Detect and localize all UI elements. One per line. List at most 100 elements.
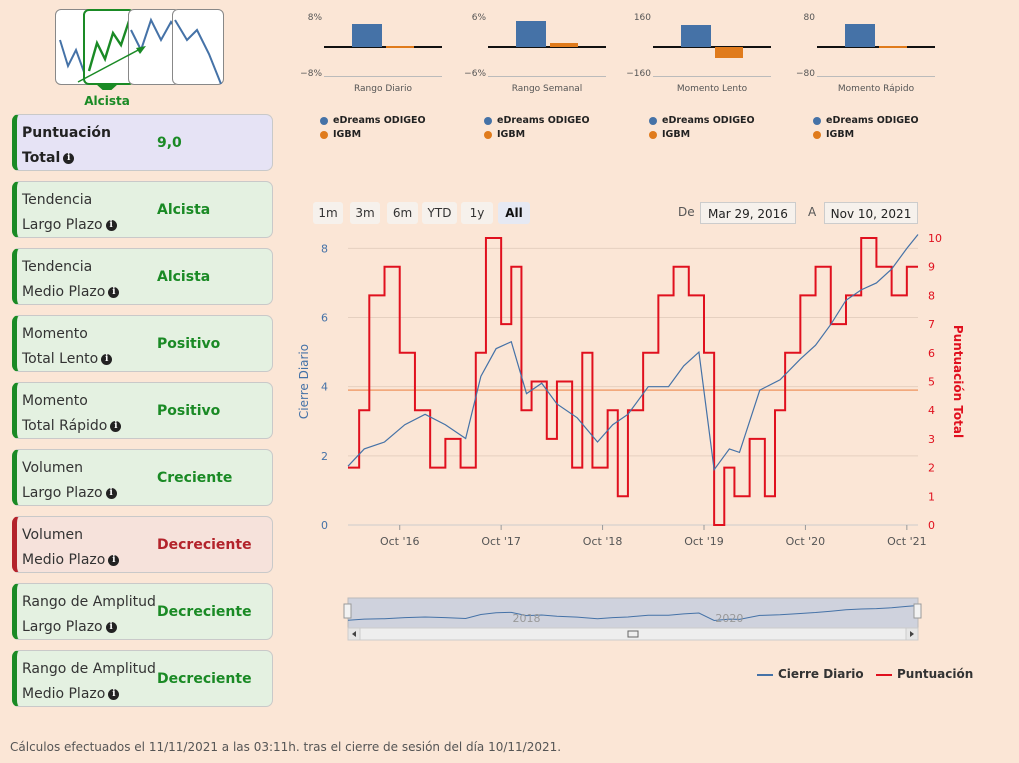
mini-legend-item-odigeo[interactable]: eDreams ODIGEO	[813, 114, 919, 128]
score-card-value: Decreciente	[157, 670, 252, 687]
series-line-score[interactable]	[348, 237, 918, 526]
mini-bar-igbm[interactable]	[550, 42, 578, 47]
navigator-handle-left[interactable]	[343, 603, 352, 619]
range-button-1m[interactable]: 1m	[313, 202, 343, 224]
mini-legend-item-igbm[interactable]: IGBM	[813, 128, 919, 142]
score-card-label: Tendencia Largo Plazo i	[22, 188, 117, 238]
mini-bar-igbm[interactable]	[386, 45, 414, 48]
mini-legend-b: IGBM	[497, 129, 526, 140]
mini-legend-a: eDreams ODIGEO	[333, 115, 426, 126]
legend-score-label: Puntuación	[897, 667, 974, 681]
score-card-label-line2: Total Rápido	[22, 418, 108, 434]
mini-bar-odigeo[interactable]	[845, 24, 875, 47]
navigator-handle-right[interactable]	[913, 603, 922, 619]
x-tick-label: Oct '20	[786, 535, 826, 548]
legend-dot-icon	[649, 130, 657, 139]
navigator-window[interactable]	[347, 597, 919, 629]
score-card-value: Alcista	[157, 201, 211, 218]
info-icon[interactable]: i	[108, 554, 120, 566]
mini-axis	[653, 76, 771, 77]
mini-axis	[488, 76, 606, 77]
x-tick-label: Oct '21	[887, 535, 927, 548]
info-icon[interactable]: i	[105, 487, 117, 499]
mini-legend-item-odigeo[interactable]: eDreams ODIGEO	[320, 114, 426, 128]
mini-legend: eDreams ODIGEO IGBM	[484, 114, 590, 142]
score-card-label-line2: Total	[22, 150, 61, 166]
mini-bar-igbm[interactable]	[715, 47, 743, 58]
score-card-label-line1: Momento	[22, 326, 88, 342]
legend-dot-icon	[649, 116, 657, 125]
mini-bar-odigeo[interactable]	[681, 25, 711, 47]
scrollbar-track[interactable]	[347, 627, 919, 641]
info-icon[interactable]: i	[105, 621, 117, 633]
score-card-label: Tendencia Medio Plazo i	[22, 255, 120, 305]
date-from-input[interactable]: Mar 29, 2016	[700, 202, 796, 224]
info-icon[interactable]: i	[101, 353, 113, 365]
mini-legend-item-igbm[interactable]: IGBM	[320, 128, 426, 142]
y-left-tick: 6	[321, 312, 328, 325]
x-tick-label: Oct '16	[380, 535, 420, 548]
mini-chart: 8% −8% Rango Diario	[296, 10, 446, 105]
score-card-label: Momento Total Rápido i	[22, 389, 122, 439]
mini-zero-line	[324, 46, 442, 48]
mini-bar-igbm[interactable]	[879, 46, 907, 49]
range-button-1y[interactable]: 1y	[461, 202, 493, 224]
chart-legend-score[interactable]: Puntuación	[876, 667, 973, 681]
y-right-tick: 8	[928, 289, 935, 302]
score-card-label-line2: Medio Plazo	[22, 284, 106, 300]
mini-title: Rango Diario	[353, 84, 412, 94]
date-to-input[interactable]: Nov 10, 2021	[824, 202, 918, 224]
mini-legend: eDreams ODIGEO IGBM	[649, 114, 755, 142]
info-icon[interactable]: i	[108, 286, 120, 298]
score-card-label-line2: Medio Plazo	[22, 552, 106, 568]
mini-bar-odigeo[interactable]	[352, 24, 382, 47]
mini-chart: 80 −80 Momento Rápido	[789, 10, 939, 105]
x-tick-label: Oct '18	[583, 535, 623, 548]
y-left-tick: 0	[321, 519, 328, 532]
range-button-ytd[interactable]: YTD	[422, 202, 457, 224]
mini-legend-a: eDreams ODIGEO	[497, 115, 590, 126]
score-card-label-line1: Rango de Amplitud	[22, 594, 156, 610]
mini-chart: 160 −160 Momento Lento	[625, 10, 775, 105]
mini-zero-line	[653, 46, 771, 48]
score-card-label-line1: Tendencia	[22, 192, 93, 208]
range-button-6m[interactable]: 6m	[387, 202, 418, 224]
scroll-right-icon	[910, 631, 914, 637]
info-icon[interactable]: i	[105, 219, 117, 231]
mini-zero-line	[488, 46, 606, 48]
legend-dot-icon	[813, 130, 821, 139]
main-chart: 0 2 4 6 8 0 1 2 3 4 5 6 7 8 9 10 Oct '16 Oct '17 Oct '18 Oc…	[297, 232, 965, 641]
mini-legend-item-odigeo[interactable]: eDreams ODIGEO	[649, 114, 755, 128]
trend-option-range[interactable]	[128, 9, 180, 85]
series-line-close[interactable]	[347, 234, 919, 472]
y-right-tick: 9	[928, 261, 935, 274]
score-card-label-line1: Tendencia	[22, 259, 93, 275]
mini-legend: eDreams ODIGEO IGBM	[813, 114, 919, 142]
range-button-3m[interactable]: 3m	[350, 202, 380, 224]
trend-option-down[interactable]	[172, 9, 224, 85]
score-card: Puntuación Total i 9,0	[12, 114, 273, 171]
info-icon[interactable]: i	[63, 152, 75, 164]
y-left-tick: 2	[321, 450, 328, 463]
legend-line-icon	[757, 673, 773, 676]
x-tick-label: Oct '17	[481, 535, 521, 548]
mini-bar-odigeo[interactable]	[516, 21, 546, 47]
y-right-title: Puntuación Total	[951, 325, 965, 438]
score-card-value: Creciente	[157, 469, 233, 486]
chart-legend-closing[interactable]: Cierre Diario	[757, 667, 864, 681]
score-card-label: Volumen Medio Plazo i	[22, 523, 120, 573]
score-card-label-line1: Momento	[22, 393, 88, 409]
info-icon[interactable]: i	[108, 688, 120, 700]
mini-legend-item-odigeo[interactable]: eDreams ODIGEO	[484, 114, 590, 128]
y-right-tick: 3	[928, 433, 935, 446]
y-right-tick: 6	[928, 347, 935, 360]
y-right-tick: 0	[928, 519, 935, 532]
mini-legend-item-igbm[interactable]: IGBM	[649, 128, 755, 142]
score-card: Tendencia Medio Plazo i Alcista	[12, 248, 273, 305]
mini-legend-a: eDreams ODIGEO	[826, 115, 919, 126]
mini-legend-item-igbm[interactable]: IGBM	[484, 128, 590, 142]
legend-dot-icon	[320, 116, 328, 125]
range-button-all[interactable]: All	[498, 202, 530, 224]
mini-legend-a: eDreams ODIGEO	[662, 115, 755, 126]
info-icon[interactable]: i	[110, 420, 122, 432]
